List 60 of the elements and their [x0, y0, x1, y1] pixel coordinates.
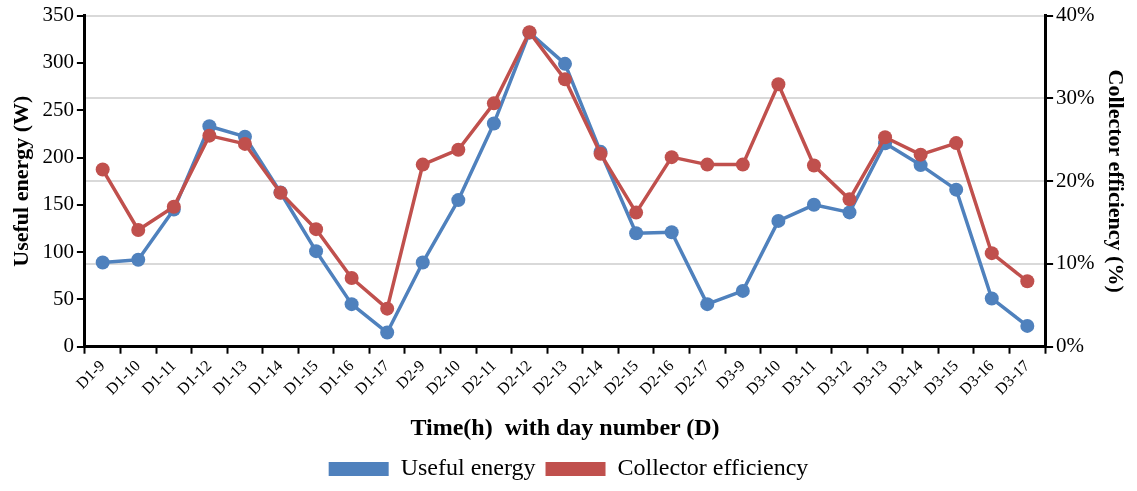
point: [735, 283, 750, 298]
point: [700, 157, 715, 172]
legend-label: Collector efficiency: [617, 454, 809, 481]
y2-tick-label: 0%: [1056, 333, 1085, 358]
point: [629, 226, 644, 241]
point: [95, 162, 110, 177]
point: [131, 252, 146, 267]
y2-tick-label: 40%: [1056, 2, 1095, 27]
point: [202, 128, 217, 143]
point: [95, 255, 110, 270]
point: [486, 96, 501, 111]
point: [309, 222, 324, 237]
point: [664, 150, 679, 165]
point: [700, 297, 715, 312]
y2-axis-title: Collector efficiency (%): [1104, 69, 1130, 293]
point: [309, 244, 324, 259]
y-tick-label: 250: [42, 96, 74, 121]
y-tick-label: 300: [42, 49, 74, 74]
point: [664, 225, 679, 240]
y2-tick-label: 10%: [1056, 250, 1095, 275]
point: [806, 158, 821, 173]
point: [842, 192, 857, 207]
y2-tick-label: 20%: [1056, 167, 1095, 192]
point: [913, 147, 928, 162]
point: [629, 205, 644, 220]
point: [486, 116, 501, 131]
point: [415, 255, 430, 270]
point: [415, 157, 430, 172]
y-tick-label: 200: [42, 144, 74, 169]
y-tick-label: 350: [42, 2, 74, 27]
point: [949, 182, 964, 197]
y2-tick-label: 30%: [1056, 84, 1095, 109]
point: [237, 136, 252, 151]
point: [451, 142, 466, 157]
point: [949, 136, 964, 151]
y-axis-title: Useful energy (W): [7, 95, 33, 267]
point: [380, 301, 395, 316]
x-axis-title: Time(h) with day number (D): [410, 413, 720, 440]
y-tick-label: 150: [42, 191, 74, 216]
point: [984, 291, 999, 306]
point: [735, 157, 750, 172]
point: [131, 223, 146, 237]
point: [344, 271, 359, 286]
point: [344, 297, 359, 312]
y-tick-label: 100: [42, 238, 74, 263]
point: [380, 325, 395, 340]
point: [558, 56, 572, 71]
point: [771, 213, 786, 228]
y-tick-label: 0: [63, 333, 74, 358]
point: [1020, 318, 1035, 333]
point: [558, 72, 572, 87]
point: [771, 77, 786, 92]
legend-label: Useful energy: [400, 454, 536, 481]
y-tick-label: 50: [52, 285, 74, 310]
point: [1020, 274, 1035, 289]
point: [984, 246, 999, 261]
point: [842, 205, 857, 220]
point: [878, 130, 893, 145]
point: [806, 197, 821, 212]
point: [451, 193, 466, 208]
